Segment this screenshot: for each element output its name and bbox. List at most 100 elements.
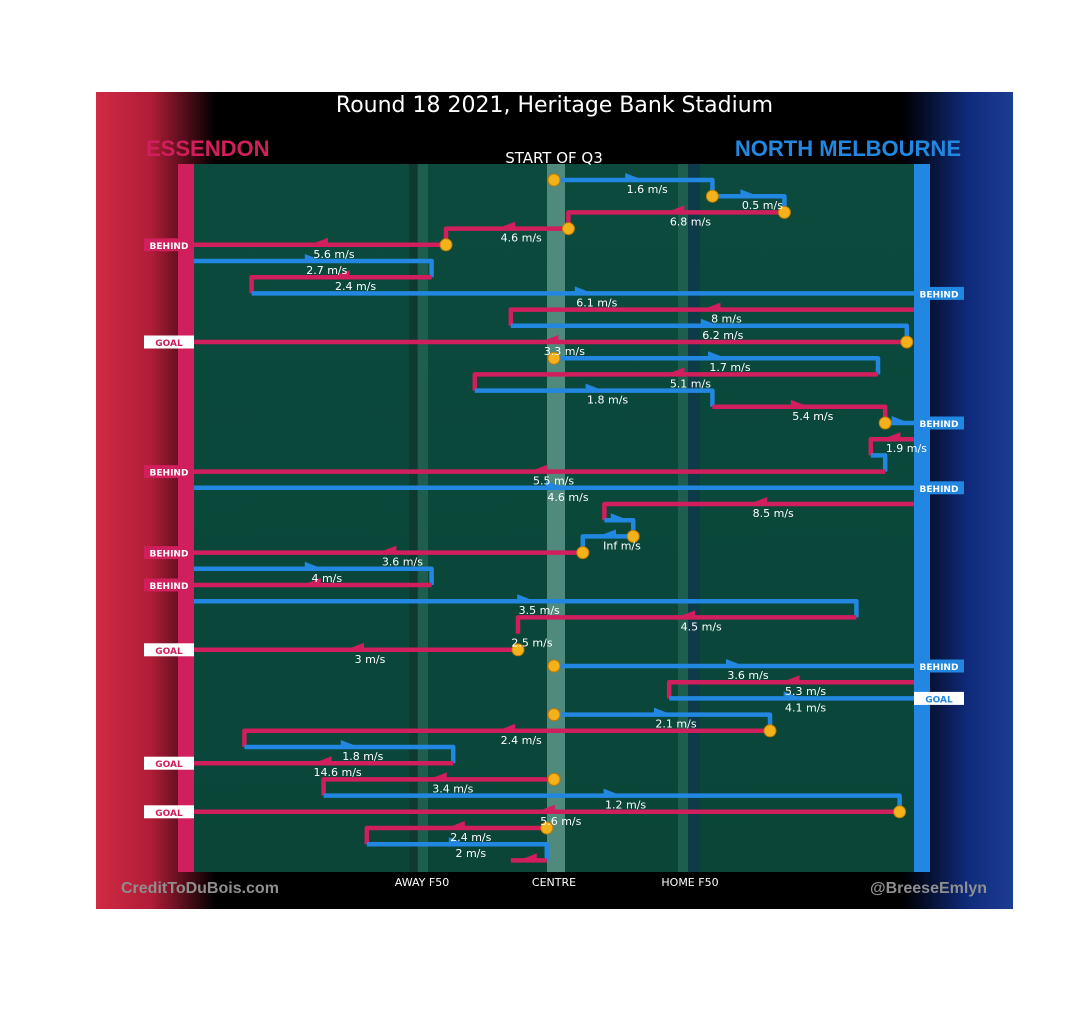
result-badge <box>144 578 194 592</box>
chain-arrow <box>346 642 364 651</box>
chain-arrow <box>654 707 672 716</box>
chain-line <box>472 372 878 391</box>
chain-line <box>194 566 434 585</box>
chain-speed-label: 1.2 m/s <box>605 799 646 812</box>
chain-speed-label: 4.1 m/s <box>785 701 826 714</box>
chain-speed-label: 8.5 m/s <box>753 507 794 520</box>
chain-arrow <box>781 675 800 684</box>
away-f50-band-dark <box>409 164 417 872</box>
chain-speed-label: Inf m/s <box>603 539 641 552</box>
chain-speed-label: 14.6 m/s <box>314 766 362 779</box>
chain-start-marker <box>511 643 525 657</box>
chain-arrow <box>783 691 802 700</box>
chain-line <box>321 777 554 796</box>
result-badge-label: BEHIND <box>920 290 959 300</box>
result-badge <box>144 756 194 770</box>
result-badge <box>144 546 194 560</box>
result-badge-label: GOAL <box>155 339 183 349</box>
chain-arrow <box>302 578 321 586</box>
chain-arrow <box>529 464 548 473</box>
result-badge-label: BEHIND <box>920 485 959 495</box>
chain-start-marker <box>576 546 590 560</box>
chain-arrow <box>891 416 910 424</box>
result-badge-label: BEHIND <box>150 469 189 479</box>
chain-line <box>194 258 434 278</box>
chain-start-marker <box>547 173 561 187</box>
chain-arrow <box>790 399 809 408</box>
chain-start-marker <box>547 708 561 722</box>
chain-speed-label: 5.1 m/s <box>670 377 711 390</box>
chain-line <box>366 841 550 861</box>
chain-line <box>474 388 715 407</box>
chain-arrow <box>610 513 629 522</box>
chain-speed-label: 5.6 m/s <box>313 248 354 261</box>
chain-arrow <box>749 497 768 505</box>
chain-speed-label: 3.6 m/s <box>727 669 768 682</box>
chain-speed-label: 3.3 m/s <box>544 345 585 358</box>
chain-arrow <box>708 351 726 360</box>
result-badge-label: BEHIND <box>150 550 189 560</box>
chain-arrow <box>574 286 593 295</box>
chain-speed-label: 1.8 m/s <box>342 750 383 763</box>
chain-arrow <box>740 189 759 198</box>
chain-arrow <box>540 335 559 343</box>
result-badge-label: BEHIND <box>920 420 959 430</box>
chain-speed-label: 6.8 m/s <box>670 215 711 228</box>
chain-start-marker <box>540 821 554 835</box>
chain-start-marker <box>547 772 561 786</box>
chain-arrow <box>331 270 350 279</box>
chain-speed-label: 4 m/s <box>311 572 342 585</box>
chain-speed-label: 4.6 m/s <box>501 232 542 245</box>
credit-right: @BreeseEmlyn <box>870 880 987 897</box>
chain-arrow <box>517 594 536 603</box>
home-f50-band <box>678 164 688 872</box>
chain-start-marker <box>777 205 791 219</box>
chain-start-marker <box>763 724 777 738</box>
result-badge <box>144 335 194 349</box>
result-badge <box>914 659 964 673</box>
chain-line <box>364 825 547 845</box>
chain-arrow <box>340 740 359 748</box>
chain-speed-label: 1.9 m/s <box>886 442 927 455</box>
chain-line <box>508 307 914 326</box>
chain-start-marker <box>893 805 907 819</box>
chain-arrow <box>518 853 537 862</box>
chart-frame: START OF Q3 AWAY F50 CENTRE HOME F50 1.6 m/s… <box>96 92 1013 909</box>
chain-start-marker <box>439 238 453 252</box>
chain-arrow <box>546 480 564 489</box>
chain-line <box>515 615 857 634</box>
chain-speed-label: 2 m/s <box>455 847 486 860</box>
chain-speed-label: 2.7 m/s <box>306 264 347 277</box>
x-axis-label: AWAY F50 <box>395 876 449 889</box>
chain-arrow <box>536 804 555 813</box>
north-melbourne-goal-line <box>914 164 930 872</box>
team-north-melbourne-label: NORTH MELBOURNE <box>734 136 961 161</box>
chain-speed-label: 5.6 m/s <box>540 815 581 828</box>
centre-band <box>547 164 565 872</box>
chain-arrow <box>304 254 323 262</box>
chain-line <box>242 728 770 747</box>
chain-arrow <box>700 318 719 327</box>
chain-arrow <box>378 545 397 554</box>
result-badge <box>144 238 194 252</box>
chain-arrow <box>702 302 721 311</box>
chain-speed-label: 3 m/s <box>355 653 386 666</box>
home-f50-band-dark <box>688 164 700 872</box>
chain-arrow <box>585 383 604 392</box>
result-badge <box>914 416 964 430</box>
chain-speed-label: 2.4 m/s <box>501 734 542 747</box>
chain-line <box>249 274 432 294</box>
chain-line <box>194 598 859 618</box>
chain-line <box>602 501 914 521</box>
chain-arrow <box>726 659 744 667</box>
x-axis-label: HOME F50 <box>661 876 718 889</box>
chain-speed-label: 1.8 m/s <box>587 394 628 407</box>
chain-speed-label: 5.3 m/s <box>785 685 826 698</box>
chain-line <box>554 355 881 375</box>
chain-arrow <box>625 173 644 181</box>
result-badge <box>914 691 964 705</box>
chain-arrow <box>304 561 323 570</box>
period-label: START OF Q3 <box>505 149 603 167</box>
chain-arrow <box>598 529 616 538</box>
team-essendon-label: ESSENDON <box>146 136 270 161</box>
